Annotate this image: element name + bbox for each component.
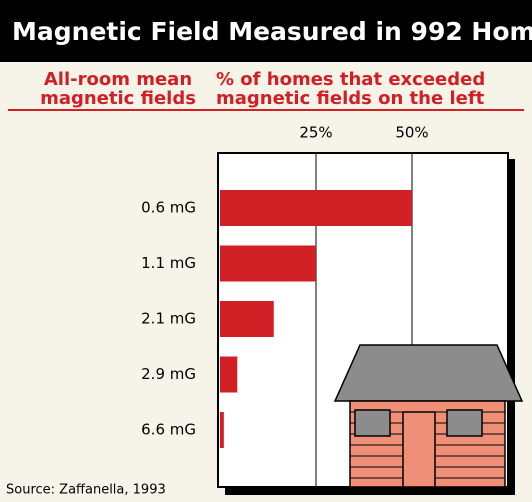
- y-tick-label: 6.6 mG: [141, 421, 196, 439]
- x-tick-label: 25%: [299, 124, 332, 142]
- chart-title: Magnetic Field Measured in 992 Homes: [12, 17, 532, 46]
- y-label: magnetic fields: [40, 88, 196, 109]
- title-bar: [0, 0, 532, 62]
- source: Source: Zaffanella, 1993: [6, 483, 166, 498]
- bar: [220, 412, 224, 448]
- y-tick-label: 2.9 mG: [141, 365, 196, 383]
- y-tick-label: 0.6 mG: [141, 199, 196, 217]
- y-tick-label: 2.1 mG: [141, 310, 196, 328]
- bar: [220, 301, 274, 337]
- x-tick-label: 50%: [395, 124, 428, 142]
- y-tick-label: 1.1 mG: [141, 254, 196, 272]
- house: [333, 344, 524, 488]
- bar: [220, 245, 316, 282]
- bar: [220, 190, 412, 226]
- y-label: All-room mean: [44, 69, 192, 90]
- x-label: % of homes that exceeded: [216, 69, 485, 90]
- bar: [220, 356, 238, 393]
- x-label: magnetic fields on the left: [216, 88, 485, 109]
